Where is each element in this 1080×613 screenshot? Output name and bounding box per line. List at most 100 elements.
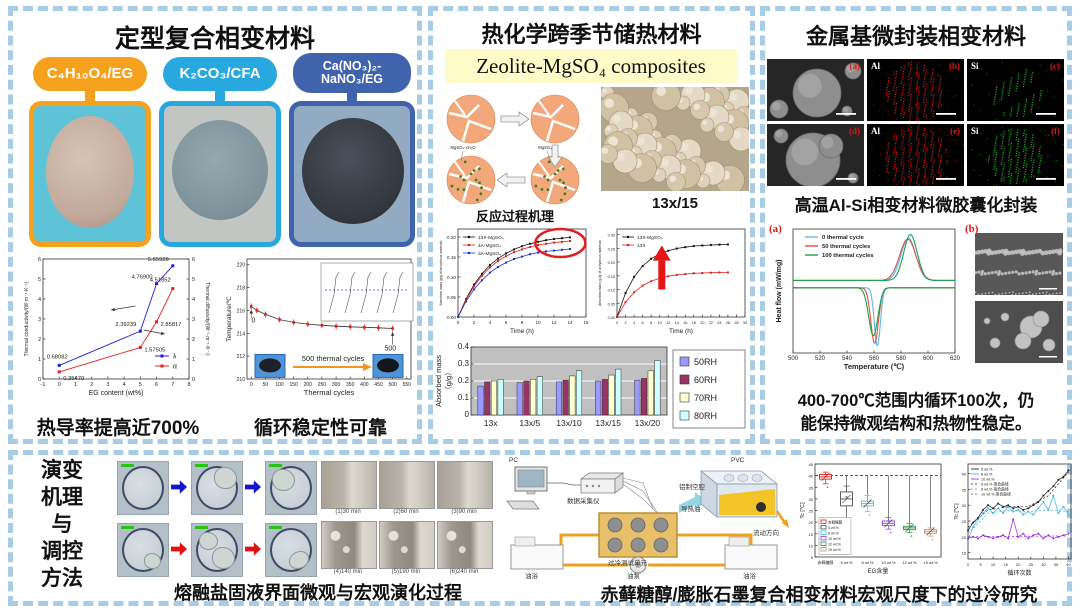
sem-image-d: (d)	[767, 124, 864, 186]
element-label: Al	[871, 61, 880, 71]
svg-text:0.2: 0.2	[458, 376, 470, 385]
svg-text:10 wt.%: 10 wt.%	[881, 560, 896, 565]
schematic-label-oil: 导热油	[681, 506, 701, 513]
svg-text:25: 25	[962, 519, 967, 524]
schematic-label-bath-right: 油浴	[743, 573, 756, 580]
svg-text:100: 100	[275, 382, 284, 388]
svg-text:8: 8	[521, 320, 524, 325]
schematic-label-daq: 数据采集仪	[567, 498, 600, 505]
svg-text:4: 4	[192, 297, 195, 303]
svg-text:Tc [℃]: Tc [℃]	[800, 502, 806, 519]
panel-thermochemical-storage: 热化学跨季节储热材料 Zeolite-MgSO₄ composites MgSO…	[428, 6, 755, 444]
svg-text:550: 550	[403, 382, 412, 388]
svg-text:2.39239: 2.39239	[115, 322, 136, 328]
schematic-label-unit: 过冷测试单元	[608, 560, 647, 567]
svg-text:450: 450	[374, 382, 383, 388]
svg-text:0.15: 0.15	[447, 255, 456, 260]
panel4-side-title: 演变 机理 与 调控 方法	[29, 457, 95, 592]
panel-shape-stabilized-pcm: 定型复合相变材料 C₄H₁₀O₄/EG K₂CO₃/CFA Ca(NO₃)₂-N…	[8, 6, 422, 444]
svg-text:100 thermal cycles: 100 thermal cycles	[822, 253, 874, 259]
side-title-line: 演变	[41, 459, 83, 482]
svg-text:0.05: 0.05	[447, 295, 456, 300]
svg-text:Time (h): Time (h)	[669, 328, 693, 335]
svg-text:13x/10: 13x/10	[556, 418, 582, 428]
macro-time-caption: (2)60 min	[393, 509, 419, 515]
thermal-cycling-chart: 0 50 100 150 200 250 300 350 400 450 500 550 210 212 2…	[226, 258, 414, 397]
svg-text:15: 15	[809, 532, 814, 537]
svg-text:MgSO₄: MgSO₄	[538, 145, 552, 150]
svg-text:12: 12	[551, 320, 557, 325]
svg-text:40: 40	[809, 474, 814, 479]
svg-text:2: 2	[192, 337, 195, 343]
svg-text:8 wt.%: 8 wt.%	[981, 473, 993, 477]
blue-arrow-icon	[245, 480, 261, 494]
svg-text:30: 30	[743, 321, 747, 325]
svg-text:5: 5	[38, 277, 41, 283]
svg-text:α: α	[173, 364, 177, 371]
macro-time-caption: (4)140 min	[333, 569, 363, 575]
svg-text:14: 14	[675, 321, 679, 325]
svg-text:10 wt.%: 10 wt.%	[981, 478, 995, 482]
svg-text:50 thermal cycles: 50 thermal cycles	[822, 244, 870, 250]
svg-text:6: 6	[642, 321, 644, 325]
cycled-sem-photo-2	[975, 301, 1063, 363]
svg-text:2: 2	[624, 321, 626, 325]
svg-text:0.05: 0.05	[608, 302, 615, 306]
svg-text:45: 45	[809, 462, 814, 467]
svg-text:0.4: 0.4	[458, 342, 470, 351]
schematic-label-pvc: PVC	[731, 457, 745, 464]
svg-text:15: 15	[962, 551, 967, 556]
svg-text:4.76900: 4.76900	[132, 275, 153, 281]
sample-label-c4h10o4-eg: C₄H₁₀O₄/EG	[33, 57, 147, 91]
svg-text:0: 0	[252, 317, 256, 324]
svg-text:20: 20	[809, 520, 814, 525]
svg-text:3: 3	[192, 317, 195, 323]
svg-text:0.15: 0.15	[608, 275, 615, 279]
pcm-disc	[46, 116, 134, 228]
svg-text:500: 500	[388, 382, 397, 388]
supercooling-test-schematic: PC 数据采集仪 过冷测试单元 油泵 油浴 油浴 PVC 铝制空腔 导热油 流动…	[503, 457, 791, 580]
svg-text:8 wt.%: 8 wt.%	[861, 560, 873, 565]
macro-photo	[437, 461, 493, 509]
svg-text:Tc [℃]: Tc [℃]	[954, 503, 960, 520]
dsc-label-b: (b)	[965, 223, 979, 235]
caption-conductivity: 热导率提高近700%	[36, 418, 200, 439]
absorption-zeolites-chart: 0 2 4 6 8 10 12 14 16 0.00 0.05 0.10 0.15 0.20 Time (h…	[439, 227, 589, 335]
droplet-micrograph	[191, 523, 243, 577]
sample-photo-c4h10o4-eg	[29, 101, 151, 247]
dsc-chart: 500 520 540 560 580 600 620 Temperature (℃) Heat…	[776, 228, 961, 371]
svg-text:2: 2	[90, 382, 93, 388]
svg-text:Time (h): Time (h)	[510, 328, 534, 335]
droplet-micrograph	[265, 523, 317, 577]
svg-text:3A-MgSO₄: 3A-MgSO₄	[478, 251, 501, 257]
svg-text:0: 0	[58, 382, 61, 388]
zeolite-banner: Zeolite-MgSO₄ composites	[445, 49, 737, 83]
svg-text:2: 2	[473, 320, 476, 325]
svg-text:300: 300	[332, 382, 341, 388]
macro-time-caption: (1)30 min	[335, 509, 361, 515]
svg-text:0: 0	[616, 321, 618, 325]
sem-tag: (f)	[1051, 126, 1060, 136]
macro-time-caption: (3)90 min	[451, 509, 477, 515]
panel3-title: 金属基微封装相变材料	[805, 24, 1026, 49]
svg-text:8: 8	[650, 321, 652, 325]
svg-text:0.1: 0.1	[458, 393, 470, 402]
schematic-label-flow: 流动方向	[753, 530, 779, 537]
svg-text:560: 560	[869, 356, 880, 362]
svg-text:25: 25	[809, 509, 814, 514]
svg-text:80RH: 80RH	[694, 411, 717, 421]
svg-text:50: 50	[263, 382, 269, 388]
schematic-label-pc: PC	[509, 457, 519, 464]
svg-text:0.68082: 0.68082	[47, 354, 68, 360]
svg-text:3: 3	[106, 382, 109, 388]
svg-text:22: 22	[709, 321, 713, 325]
svg-text:Absorbed mass: Absorbed mass	[434, 355, 443, 407]
droplet-micrograph	[265, 461, 317, 515]
schematic-label-cavity: 铝制空腔	[679, 484, 705, 491]
svg-text:13X: 13X	[637, 243, 646, 249]
stability-summary-line2: 能保持微观结构和热物性稳定。	[800, 415, 1032, 433]
svg-text:4: 4	[633, 321, 635, 325]
svg-text:40: 40	[962, 472, 967, 477]
sample-label-canо3-nano3-eg: Ca(NO₃)₂-NaNO₃/EG	[293, 53, 411, 93]
